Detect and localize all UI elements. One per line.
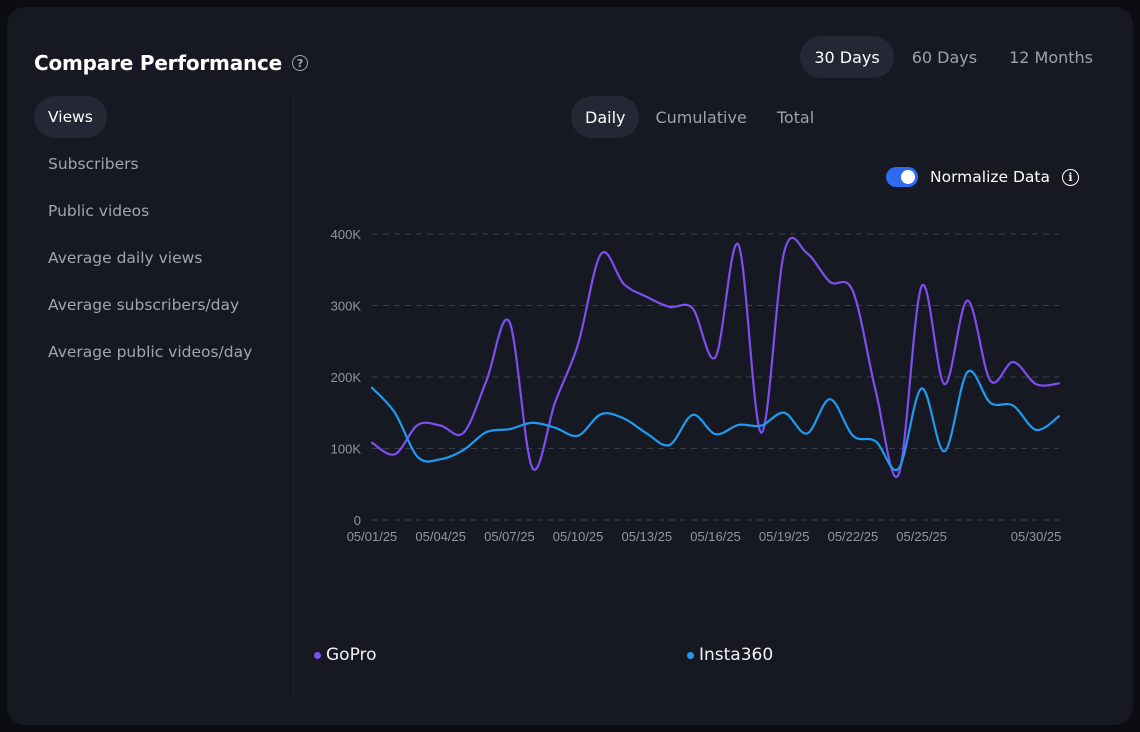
mode-tab-daily[interactable]: Daily [571, 96, 640, 138]
legend-dot-insta360 [687, 651, 694, 659]
x-tick-label: 05/25/25 [896, 529, 947, 544]
y-tick-label: 0 [354, 513, 361, 528]
x-tick-label: 05/10/25 [553, 529, 604, 544]
y-tick-label: 400K [331, 227, 362, 242]
x-tick-label: 05/22/25 [828, 529, 879, 544]
metric-list: Views Subscribers Public videos Average … [34, 96, 292, 378]
y-tick-label: 100K [331, 442, 362, 457]
normalize-label: Normalize Data [930, 168, 1050, 186]
range-tab-30-days[interactable]: 30 Days [800, 36, 894, 78]
question-circle-icon[interactable]: ? [292, 55, 309, 71]
series-line-insta360 [370, 369, 1061, 472]
range-tab-12-months[interactable]: 12 Months [1009, 47, 1093, 67]
legend-item-insta360[interactable]: Insta360 [687, 645, 773, 665]
y-tick-label: 200K [331, 370, 362, 385]
legend-label-insta360: Insta360 [699, 645, 774, 665]
metric-views[interactable]: Views [34, 96, 107, 138]
normalize-control: Normalize Data i [886, 167, 1079, 187]
x-tick-label: 05/30/25 [1011, 529, 1062, 544]
legend-item-gopro[interactable]: GoPro [314, 645, 377, 665]
x-tick-label: 05/19/25 [759, 529, 810, 544]
metric-average-public-videos-per-day[interactable]: Average public videos/day [48, 343, 253, 361]
title-row: Compare Performance ? [34, 43, 309, 83]
compare-performance-card: Compare Performance ? 30 Days 60 Days 12… [7, 7, 1133, 725]
page-title: Compare Performance [34, 51, 283, 75]
x-tick-label: 05/04/25 [415, 529, 466, 544]
mode-tabs: Daily Cumulative Total [571, 96, 828, 138]
metric-average-daily-views[interactable]: Average daily views [48, 249, 203, 267]
y-tick-label: 300K [331, 299, 362, 314]
x-tick-label: 05/16/25 [690, 529, 741, 544]
panel-divider [293, 95, 294, 700]
metric-average-subscribers-per-day[interactable]: Average subscribers/day [48, 296, 240, 314]
range-tabs: 30 Days 60 Days 12 Months [800, 36, 1107, 78]
info-circle-icon[interactable]: i [1062, 168, 1079, 186]
mode-tab-cumulative[interactable]: Cumulative [655, 107, 747, 127]
normalize-toggle[interactable] [886, 167, 918, 187]
series-line-gopro [370, 236, 1061, 479]
legend-label-gopro: GoPro [326, 645, 377, 665]
x-tick-label: 05/13/25 [621, 529, 672, 544]
range-tab-60-days[interactable]: 60 Days [911, 47, 978, 67]
metric-subscribers[interactable]: Subscribers [48, 155, 139, 173]
x-tick-label: 05/01/25 [347, 529, 398, 544]
legend-dot-gopro [314, 651, 321, 659]
mode-tab-total[interactable]: Total [776, 107, 815, 127]
x-tick-label: 05/07/25 [484, 529, 535, 544]
metric-public-videos[interactable]: Public videos [48, 202, 150, 220]
line-chart: 0 100K 200K 300K 400K 05/01/25 05/04/25 05/07/2… [331, 227, 1062, 544]
